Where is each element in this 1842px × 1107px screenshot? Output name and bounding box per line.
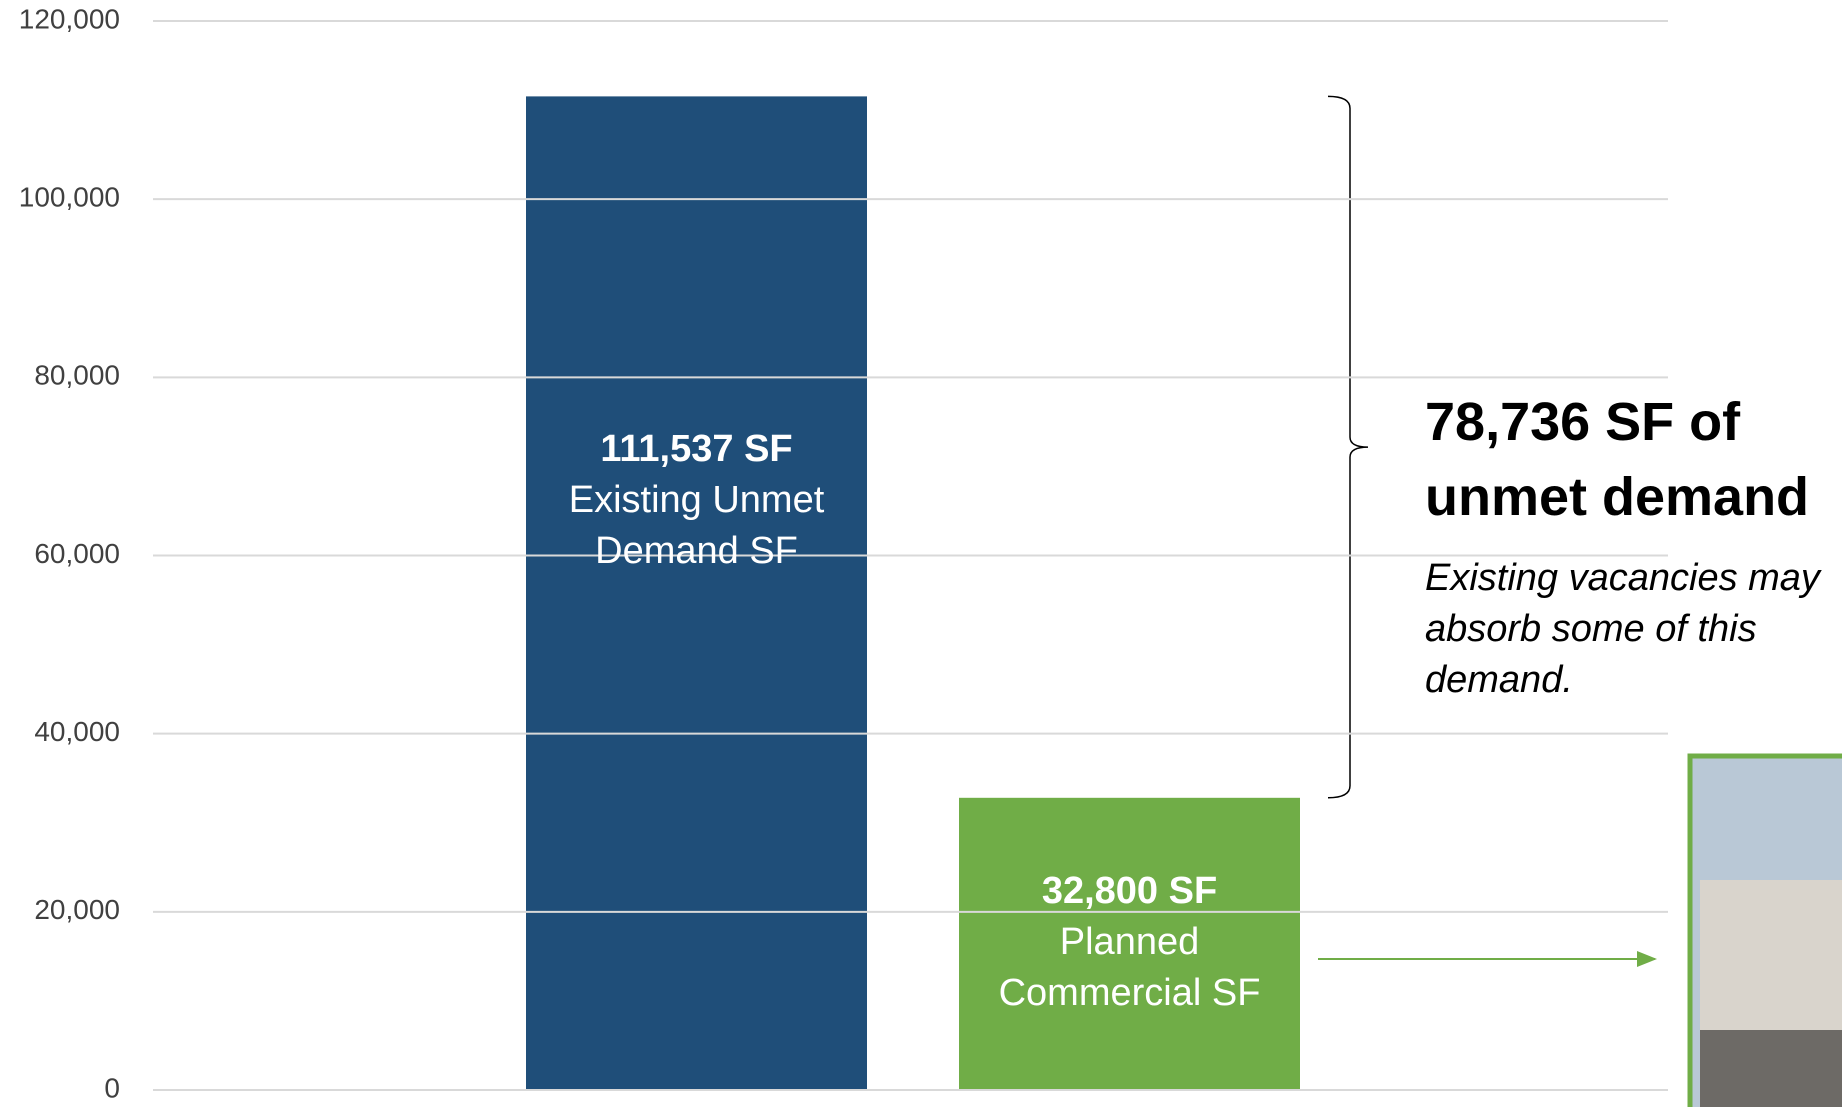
bracket	[1328, 96, 1368, 797]
page: 120,000100,00080,00060,00040,00020,0000 …	[0, 0, 1842, 1107]
value-label: 32,800 SF	[979, 866, 1280, 917]
y-tick-label: 0	[104, 1072, 120, 1103]
y-tick-label: 120,000	[19, 3, 120, 34]
category-label: Planned Commercial SF	[999, 921, 1261, 1014]
y-tick-label: 60,000	[34, 538, 120, 569]
value-label: 111,537 SF	[546, 424, 847, 475]
y-tick-label: 100,000	[19, 182, 120, 213]
building-image	[1690, 756, 1842, 1107]
annotation-note: Existing vacancies may absorb some of th…	[1425, 553, 1820, 706]
annotation-title: 78,736 SF of unmet demand	[1425, 385, 1841, 535]
y-tick-label: 20,000	[34, 894, 120, 925]
y-tick-label: 80,000	[34, 360, 120, 391]
y-tick-label: 40,000	[34, 716, 120, 747]
category-label: Existing Unmet Demand SF	[569, 479, 825, 572]
bar	[526, 96, 867, 1090]
